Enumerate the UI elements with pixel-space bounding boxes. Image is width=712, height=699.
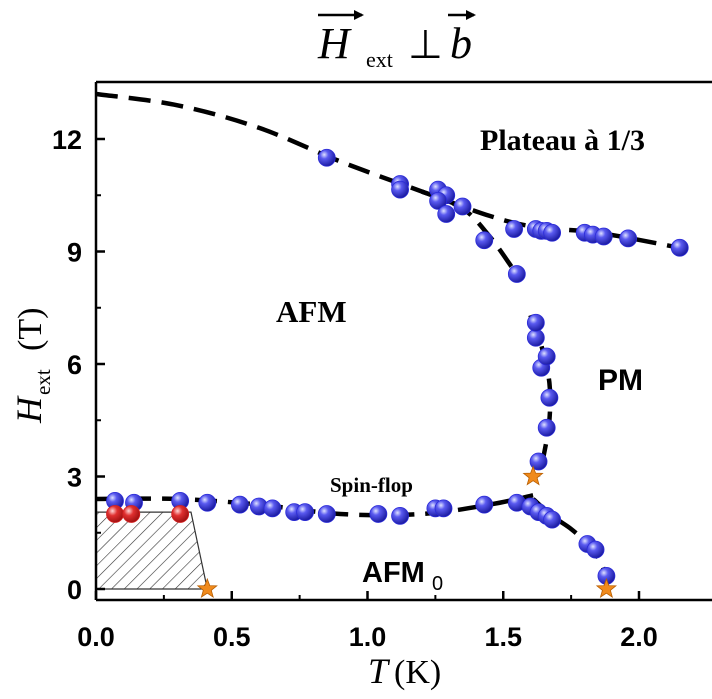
data-markers (106, 148, 689, 599)
y-tick-label: 3 (67, 463, 82, 493)
blue-data-point (317, 505, 336, 523)
blue-data-point (391, 180, 409, 199)
y-tick-label: 0 (67, 575, 82, 605)
chart-title: H ext ⊥ b (317, 10, 476, 72)
blue-data-point (507, 265, 526, 283)
blue-data-point (594, 227, 613, 246)
blue-data-point (475, 231, 494, 250)
y-axis-label-subscript: ext (31, 369, 55, 395)
afm0-base: AFM (362, 557, 425, 589)
title-perp: ⊥ (408, 22, 443, 67)
blue-data-point (540, 388, 559, 407)
x-axis-label: T (K) (368, 651, 441, 691)
hatched-region (95, 511, 209, 590)
region-label-afm0: AFM 0 (362, 557, 443, 595)
blue-data-point (543, 223, 562, 242)
x-tick-label: 1.0 (349, 622, 387, 652)
blue-data-point (369, 505, 388, 523)
x-tick-label: 2.0 (620, 622, 658, 652)
blue-data-point (529, 452, 548, 471)
orange-star-point (522, 465, 544, 486)
orange-star-point (595, 577, 617, 599)
y-tick-label: 12 (52, 125, 82, 155)
blue-data-point (526, 328, 545, 347)
y-tick-label: 9 (67, 238, 82, 268)
y-tick-labels: 0 3 6 9 12 (52, 125, 82, 605)
blue-data-point (537, 347, 556, 366)
blue-data-point (429, 191, 447, 210)
axis-ticks (94, 137, 641, 600)
title-b: b (450, 19, 472, 68)
blue-data-point (263, 499, 282, 518)
blue-data-point (505, 220, 524, 238)
blue-data-point (434, 499, 453, 518)
blue-data-point (586, 540, 605, 559)
region-label-spinflop: Spin-flop (330, 473, 413, 497)
blue-data-point (391, 506, 409, 525)
blue-data-point (475, 495, 494, 514)
blue-data-point (526, 313, 545, 332)
blue-data-point (453, 197, 472, 216)
blue-data-point (317, 148, 336, 167)
y-axis-label-unit: (T) (12, 308, 49, 351)
upper-dashed-boundary (95, 91, 681, 251)
title-subscript: ext (366, 47, 393, 72)
blue-data-point (619, 229, 638, 248)
blue-data-point (437, 205, 456, 223)
y-axis-label-h: H (9, 395, 49, 424)
vector-arrow-icon (318, 10, 476, 20)
blue-data-point (537, 418, 556, 437)
y-tick-label: 6 (67, 350, 82, 380)
region-label-afm: AFM (276, 294, 347, 329)
region-label-plateau: Plateau à 1/3 (480, 124, 645, 157)
x-axis-label-unit: (K) (394, 654, 441, 691)
x-tick-label: 0.5 (213, 622, 251, 652)
blue-data-point (296, 503, 314, 522)
x-tick-label: 0.0 (77, 622, 115, 652)
x-tick-label: 1.5 (485, 622, 523, 652)
x-tick-labels: 0.0 0.5 1.0 1.5 2.0 (77, 622, 658, 652)
afm0-subscript: 0 (432, 573, 443, 595)
title-h: H (317, 19, 352, 68)
axes-frame (94, 80, 712, 602)
region-label-pm: PM (598, 364, 643, 397)
blue-data-point (670, 238, 689, 257)
red-data-point (122, 505, 141, 523)
orange-star-point (196, 577, 218, 599)
red-data-point (171, 505, 190, 523)
blue-data-point (198, 493, 217, 512)
blue-data-point (543, 510, 562, 529)
x-axis-label-t: T (368, 651, 391, 691)
blue-data-point (230, 495, 249, 514)
y-axis-label: H ext (T) (9, 308, 55, 424)
red-data-point (106, 505, 124, 523)
